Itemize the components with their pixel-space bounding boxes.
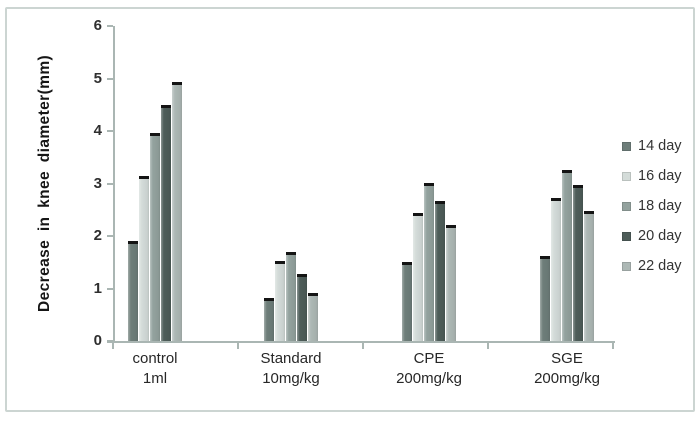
x-category-label: SGE 200mg/kg: [492, 349, 642, 389]
x-category-label-line2: 200mg/kg: [396, 370, 462, 387]
bar: [424, 183, 434, 341]
x-category-label: Standard 10mg/kg: [216, 349, 366, 389]
bar-group: [402, 26, 456, 341]
bar: [584, 211, 594, 341]
y-tick-mark: [107, 25, 113, 27]
bar: [435, 201, 445, 341]
y-tick-label: 3: [93, 174, 102, 192]
legend-marker: [622, 171, 631, 181]
bar-group: [128, 26, 182, 341]
x-tick-mark: [237, 343, 239, 349]
legend-marker: [622, 201, 631, 211]
legend-item: 18 day: [622, 197, 682, 215]
x-category-label: control 1ml: [80, 349, 230, 389]
x-tick-mark: [362, 343, 364, 349]
bar: [562, 170, 572, 341]
x-category-label-line1: SGE: [551, 350, 583, 367]
bar-group: [264, 26, 318, 341]
legend-item: 20 day: [622, 227, 682, 245]
bar: [150, 133, 160, 341]
bar-group: [540, 26, 594, 341]
bar: [413, 213, 423, 341]
y-tick-label: 4: [93, 122, 102, 139]
bar: [308, 293, 318, 341]
y-tick-mark: [107, 130, 113, 132]
bar: [286, 252, 296, 341]
y-tick-mark: [107, 287, 113, 290]
legend-marker: [622, 261, 631, 271]
legend-label: 14 day: [638, 138, 682, 154]
bar: [540, 256, 550, 341]
bar: [161, 105, 171, 341]
x-category-label-line2: 200mg/kg: [534, 370, 600, 387]
legend-item: 14 day: [622, 137, 682, 155]
bar: [446, 225, 456, 341]
x-category-label-line2: 10mg/kg: [262, 370, 320, 387]
y-tick-label: 2: [93, 227, 102, 244]
y-tick-mark: [107, 340, 113, 342]
legend-label: 18 day: [638, 198, 682, 214]
bar: [172, 82, 182, 341]
bar: [264, 298, 274, 341]
bar: [573, 185, 583, 341]
x-category-label-line1: CPE: [413, 350, 445, 367]
bar: [275, 261, 285, 341]
y-tick-mark: [107, 235, 113, 237]
bar: [297, 274, 307, 341]
legend-label: 22 day: [638, 258, 682, 274]
y-axis-line: [113, 26, 115, 343]
y-axis-title: Decrease in knee diameter(mm): [36, 54, 53, 313]
y-tick-mark: [107, 182, 113, 185]
bar: [128, 241, 138, 341]
legend-item: 16 day: [622, 167, 682, 185]
legend-label: 16 day: [638, 168, 682, 184]
x-category-label-line1: control: [132, 350, 178, 367]
bar: [402, 262, 412, 341]
bar: [139, 176, 149, 341]
y-tick-label: 5: [93, 69, 102, 87]
x-category-label-line2: 1ml: [142, 370, 168, 387]
x-tick-mark: [487, 343, 489, 349]
y-tick-label: 6: [93, 17, 102, 34]
legend-marker: [622, 231, 631, 241]
x-category-label-line1: Standard: [260, 350, 322, 367]
y-tick-label: 1: [93, 279, 102, 297]
x-category-label: CPE 200mg/kg: [354, 349, 504, 389]
x-axis-line: [107, 341, 615, 343]
y-tick-mark: [107, 77, 113, 80]
x-tick-mark: [112, 343, 114, 349]
y-tick-label: 0: [93, 332, 102, 349]
legend-marker: [622, 141, 631, 151]
x-tick-mark: [612, 343, 614, 349]
legend-item: 22 day: [622, 257, 682, 275]
bar: [551, 198, 561, 341]
legend-label: 20 day: [638, 228, 682, 244]
